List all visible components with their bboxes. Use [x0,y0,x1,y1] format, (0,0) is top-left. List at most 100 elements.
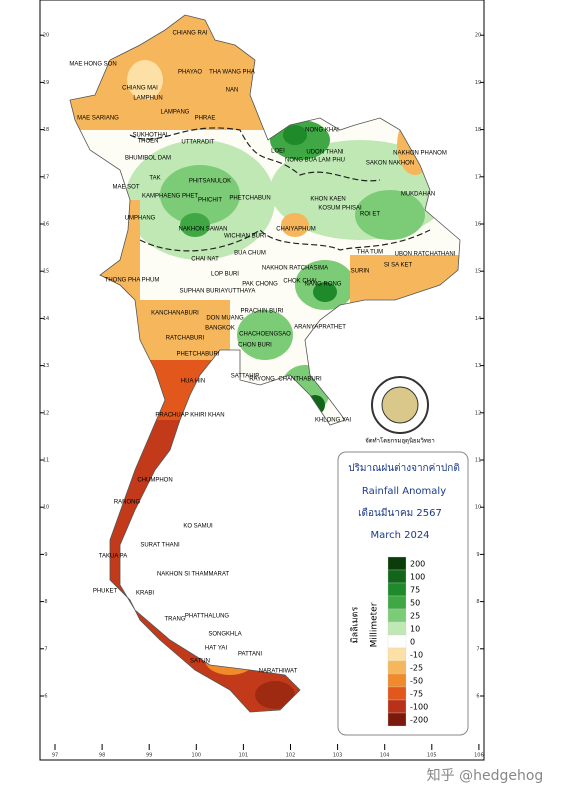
place-label: SAKON NAKHON [366,161,414,167]
lon-label: 103 [333,753,343,759]
place-label: PATTANI [238,652,262,658]
lat-label: 17 [475,174,481,180]
colorbar-label: 10 [410,625,420,634]
lat-label: 15 [43,269,49,275]
colorbar-cell [387,712,407,727]
lat-label: 13 [475,363,481,369]
place-label: MAE SARIANG [77,116,119,122]
lat-label: 16 [43,222,49,228]
lat-label: 18 [475,127,481,133]
colorbar-cell [387,634,407,649]
place-label: SATUN [190,659,210,665]
place-label: MAE HONG SON [69,62,116,68]
place-label: CHOK CHAI [283,279,317,285]
place-label: UDON THANI [306,150,344,156]
lon-label: 99 [146,753,152,759]
lat-label: 16 [475,222,481,228]
place-label: NAKHON RATCHASIMA [262,266,328,272]
place-label: DON MUANG [206,316,244,322]
place-label: KHON KAEN [310,197,345,203]
colorbar-label: 100 [410,573,425,582]
lat-label: 8 [476,599,479,605]
place-label: SUKHOTHAI [132,133,167,139]
place-label: UMPHANG [125,216,156,222]
place-label: NAKHON PHANOM [393,151,447,157]
place-label: KAMPHAENG PHET [142,194,198,200]
watermark: 知乎 @hedgehog [427,767,544,784]
place-label: KANCHANABURI [151,311,199,317]
place-label: RANONG [114,500,141,506]
place-label: HUA HIN [181,379,205,385]
credit: จัดทำโดยกรมอุตุนิยมวิทยา [365,437,434,445]
place-label: KOSUM PHISAI [318,206,362,212]
place-label: THONG PHA PHUM [105,278,160,284]
place-label: UBON RATCHATHANI [395,252,456,258]
lat-label: 9 [476,552,479,558]
place-label: MUKDAHAN [401,192,435,198]
place-label: MAE SOT [112,185,139,191]
lat-label: 10 [43,505,49,511]
colorbar-cell [387,595,407,610]
place-label: PAK CHONG [242,282,278,288]
place-label: CHON BURI [238,343,272,349]
lat-label: 11 [475,458,481,464]
place-label: BHUMIBOL DAM [125,156,171,162]
colorbar-cell [387,569,407,584]
lat-label: 7 [476,646,479,652]
place-label: PHATTHALUNG [185,614,230,620]
lat-label: 14 [475,316,481,322]
lat-label: 20 [43,33,49,39]
place-label: NANG RONG [304,282,341,288]
place-label: TAKUA PA [99,554,127,560]
place-label: RATCHABURI [166,336,205,342]
place-label: LAMPANG [161,110,190,116]
place-label: PHITSANULOK [189,179,231,185]
colorbar-label: 75 [410,586,420,595]
legend-month: เดือนมีนาคม 2567 [358,507,442,519]
place-label: CHIANG RAI [172,31,207,37]
place-label: CHAIYAPHUM [276,227,316,233]
place-label: PHUKET [93,589,118,595]
lat-label: 7 [44,646,47,652]
colorbar-cell [387,582,407,597]
place-label: ROI ET [360,212,380,218]
place-label: NAKHON SI THAMMARAT [157,572,229,578]
place-label: CHANTHABURI [278,377,322,383]
colorbar-label: -10 [410,651,423,660]
colorbar-cell [387,556,407,571]
place-label: KHLONG YAI [315,418,351,424]
place-label: KO SAMUI [183,524,213,530]
place-label: NONG KHAI [305,128,339,134]
colorbar-cell [387,608,407,623]
lon-label: 106 [474,753,484,759]
colorbar-label: 25 [410,612,420,621]
lon-label: 102 [286,753,296,759]
place-label: HAT YAI [205,646,228,652]
lat-label: 20 [475,33,481,39]
place-label: NAN [226,88,239,94]
place-label: CHIANG MAI [122,86,158,92]
colorbar-cell [387,673,407,688]
place-label: LOEI [271,149,285,155]
colorbar-cell [387,686,407,701]
place-label: SUPHAN BURI [179,289,220,295]
lat-label: 19 [43,80,49,86]
place-label: BUA CHUM [234,251,266,257]
place-label: PHRAE [195,116,216,122]
colorbar-label: -200 [410,716,428,725]
place-label: LOP BURI [211,272,239,278]
unit-label: Millimeter [370,602,380,647]
colorbar-label: -50 [410,677,423,686]
lat-label: 13 [43,363,49,369]
colorbar-label: 200 [410,560,425,569]
lat-label: 12 [43,410,49,416]
place-label: AYUTTHAYA [221,289,256,295]
place-label: CHACHOENGSAO [239,332,291,338]
lat-label: 11 [43,458,49,464]
place-label: TRANG [165,617,186,623]
place-label: NAKHON SAWAN [179,227,228,233]
unit-label: มิลลิเมตร [350,607,361,644]
lon-label: 98 [99,753,105,759]
place-label: SONGKHLA [208,632,241,638]
